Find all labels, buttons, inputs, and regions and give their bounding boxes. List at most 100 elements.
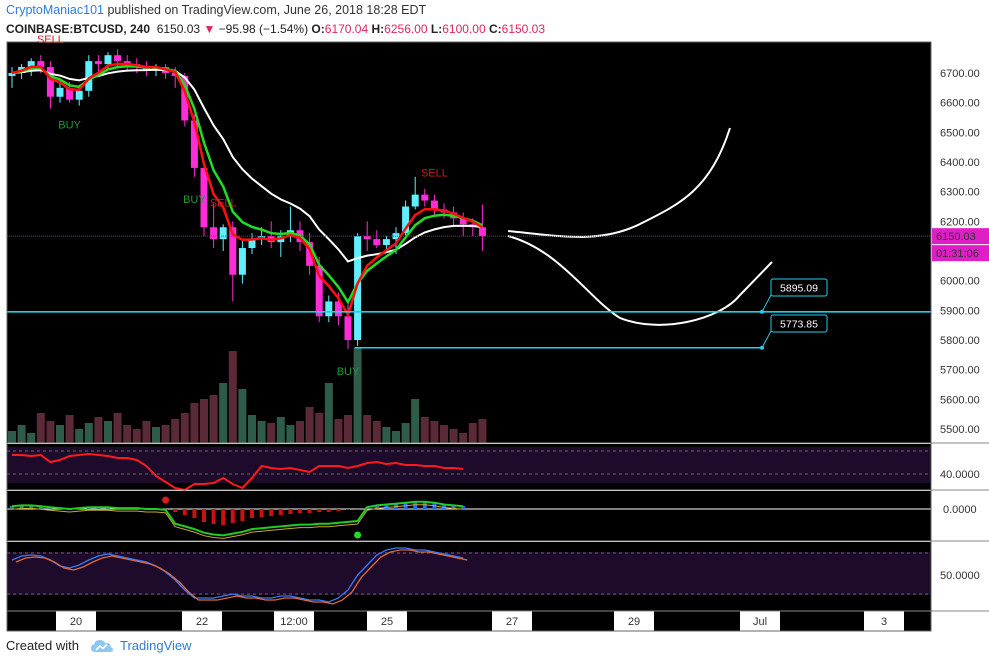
volume-bar bbox=[372, 421, 381, 443]
macd-line bbox=[11, 500, 464, 537]
open-label: O: bbox=[311, 22, 325, 36]
volume-bar bbox=[94, 417, 103, 443]
volume-bar bbox=[152, 427, 160, 443]
level-callout-line bbox=[761, 330, 772, 348]
price-tick-label: 5500.00 bbox=[940, 424, 980, 436]
buy-signal-label: BUY bbox=[183, 194, 206, 206]
price-tick-label: 6300.00 bbox=[940, 187, 980, 199]
candle-body bbox=[27, 61, 35, 68]
candle-body bbox=[114, 55, 122, 62]
candle-body bbox=[382, 239, 390, 246]
ema-red-line bbox=[11, 62, 484, 319]
time-tick-label: 25 bbox=[381, 616, 393, 628]
macd-histogram-bar bbox=[346, 509, 350, 510]
volume-bar bbox=[219, 383, 228, 443]
volume-bar bbox=[411, 399, 420, 443]
volume-bar bbox=[8, 431, 16, 443]
price-tick-label: 5600.00 bbox=[940, 394, 980, 406]
volume-bar bbox=[238, 389, 247, 443]
macd-signal-line bbox=[11, 504, 464, 539]
candle-body bbox=[75, 90, 83, 100]
macd-histogram-bar bbox=[269, 509, 274, 516]
symbol-name[interactable]: COINBASE:BTCUSD, 240 bbox=[6, 22, 151, 36]
sell-signal-label: SELL bbox=[210, 197, 237, 209]
time-tick-label: 27 bbox=[506, 616, 518, 628]
volume-bar bbox=[363, 415, 372, 443]
volume-bar bbox=[36, 413, 45, 443]
rsi-axis-bg bbox=[932, 466, 989, 482]
candle-body bbox=[325, 301, 333, 317]
volume-bar bbox=[392, 431, 400, 443]
level-callout-box bbox=[770, 278, 828, 297]
low-label: L: bbox=[430, 22, 443, 36]
symbol-legend: COINBASE:BTCUSD, 240 6150.03 ▼ −95.98 (−… bbox=[6, 22, 545, 36]
macd-histogram-bar bbox=[336, 509, 341, 511]
volume-bar bbox=[478, 419, 487, 443]
time-label-bg bbox=[740, 611, 780, 631]
volume-bar bbox=[123, 425, 132, 443]
macd-histogram-bar bbox=[374, 505, 379, 509]
price-tick-label: 6700.00 bbox=[940, 68, 980, 80]
footer: Created with TradingView bbox=[6, 638, 192, 658]
macd-histogram-bar bbox=[384, 504, 389, 509]
macd-histogram-bar bbox=[240, 509, 245, 521]
volume-bar bbox=[334, 419, 343, 443]
candle-body bbox=[334, 301, 342, 317]
close-label: C: bbox=[488, 22, 502, 36]
forecast-curve-upper bbox=[507, 127, 731, 238]
current-price-tag bbox=[932, 228, 989, 245]
volume-bar bbox=[440, 425, 448, 443]
last-price: 6150.03 bbox=[156, 22, 201, 36]
macd-histogram-bar bbox=[394, 503, 398, 509]
candle-body bbox=[8, 73, 16, 76]
candle-body bbox=[306, 242, 314, 266]
chart-header: CryptoManiac101 published on TradingView… bbox=[6, 0, 986, 42]
volume-bar bbox=[401, 423, 410, 443]
volume-bar bbox=[430, 421, 439, 443]
candle-body bbox=[411, 194, 419, 207]
price-tick-label: 6200.00 bbox=[940, 216, 980, 228]
candle-body bbox=[190, 120, 198, 168]
sell-signal-label: SELL bbox=[37, 34, 64, 46]
stoch-d-line bbox=[15, 549, 468, 605]
tradingview-cloud-icon bbox=[90, 639, 113, 656]
volume-bar bbox=[161, 425, 170, 443]
tradingview-link[interactable]: TradingView bbox=[120, 638, 192, 653]
macd-histogram-bar bbox=[182, 509, 187, 515]
countdown-tag bbox=[932, 245, 989, 262]
candle-body bbox=[430, 200, 438, 210]
candle-body bbox=[421, 194, 429, 201]
volume-bar bbox=[382, 427, 391, 443]
volume-bar bbox=[56, 425, 64, 443]
level-callout-box bbox=[770, 314, 828, 333]
price-axis-bg bbox=[931, 42, 989, 631]
stoch-axis-bg bbox=[932, 567, 989, 583]
candle-body bbox=[459, 218, 467, 225]
macd-histogram-bar bbox=[317, 509, 322, 512]
price-tick-label: 5800.00 bbox=[940, 335, 980, 347]
volume-bar bbox=[248, 415, 256, 443]
level-callout-label: 5773.85 bbox=[780, 319, 818, 331]
macd-pane bbox=[7, 491, 931, 541]
time-label-bg bbox=[864, 611, 904, 631]
countdown-label: 01:31:06 bbox=[936, 248, 979, 260]
volume-bar bbox=[257, 421, 266, 443]
volume-bar bbox=[132, 429, 141, 443]
candle-body bbox=[344, 316, 352, 340]
price-chart[interactable]: 6700.00 6600.00 6500.00 6400.00 6300.00 6200.… bbox=[0, 0, 989, 634]
author-link[interactable]: CryptoManiac101 bbox=[6, 3, 104, 17]
candle-body bbox=[66, 87, 74, 100]
candle-body bbox=[37, 61, 45, 68]
volume-bar bbox=[296, 421, 304, 443]
time-tick-label: 3 bbox=[881, 616, 887, 628]
buy-signal-label: BUY bbox=[58, 120, 81, 132]
candle-body bbox=[56, 87, 64, 97]
level-anchor-dot bbox=[760, 345, 764, 350]
volume-bar bbox=[209, 395, 218, 443]
sell-signal-label: SELL bbox=[421, 168, 448, 180]
volume-bar bbox=[286, 425, 295, 443]
price-tick-label: 5700.00 bbox=[940, 365, 980, 377]
time-label-bg bbox=[182, 611, 222, 631]
time-tick-label: 20 bbox=[70, 616, 82, 628]
level-callout-line bbox=[761, 294, 772, 313]
